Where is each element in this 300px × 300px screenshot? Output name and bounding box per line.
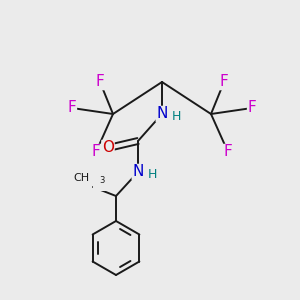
Text: H: H — [172, 110, 182, 122]
Text: 3: 3 — [99, 176, 104, 185]
Text: N: N — [156, 106, 168, 122]
Text: F: F — [248, 100, 256, 116]
Text: O: O — [102, 140, 114, 155]
Text: F: F — [68, 100, 76, 116]
Text: F: F — [224, 145, 232, 160]
Text: F: F — [92, 145, 100, 160]
Text: CH: CH — [74, 173, 90, 183]
Text: N: N — [132, 164, 144, 179]
Text: H: H — [148, 167, 158, 181]
Text: F: F — [220, 74, 228, 89]
Text: F: F — [96, 74, 104, 89]
